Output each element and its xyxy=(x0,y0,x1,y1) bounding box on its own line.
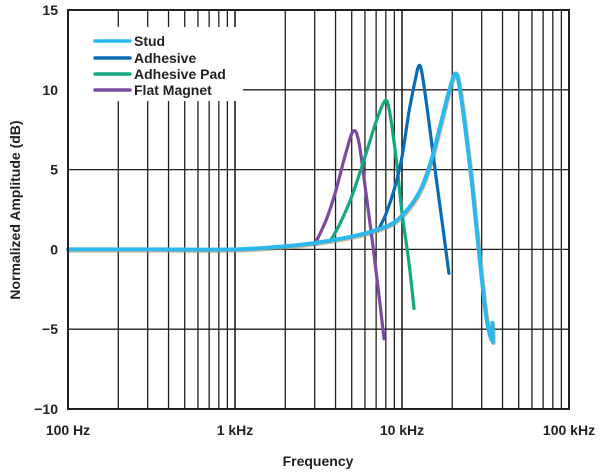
legend-item-adhesive-pad: Adhesive Pad xyxy=(93,66,226,82)
legend-item-flat-magnet: Flat Magnet xyxy=(93,82,212,98)
legend-label-adhesive-pad: Adhesive Pad xyxy=(134,66,226,82)
legend-item-adhesive: Adhesive xyxy=(93,50,196,66)
x-axis-tick-labels: 100 Hz 1 kHz 10 kHz 100 kHz xyxy=(46,422,595,438)
series-line-adhesive-pad xyxy=(328,98,416,311)
legend-item-stud: Stud xyxy=(93,33,165,49)
y-tick-label: 0 xyxy=(50,241,58,257)
legend: Stud Adhesive Adhesive Pad Flat Magnet xyxy=(93,33,226,98)
y-tick-label: −5 xyxy=(42,321,58,337)
plot-frame xyxy=(67,9,570,410)
x-axis-title: Frequency xyxy=(283,453,354,469)
series-line-stud xyxy=(66,71,495,344)
series-line-adhesive xyxy=(376,63,451,275)
y-axis-tick-labels: 15 10 5 0 −5 −10 xyxy=(34,2,58,417)
y-tick-label: 15 xyxy=(42,2,58,18)
x-tick-label: 100 kHz xyxy=(543,422,595,438)
data-curves xyxy=(66,63,496,346)
series-shadow-trace xyxy=(66,72,496,346)
y-tick-label: −10 xyxy=(34,401,58,417)
legend-label-flat-magnet: Flat Magnet xyxy=(134,82,212,98)
x-tick-label: 10 kHz xyxy=(380,422,424,438)
x-tick-label: 1 kHz xyxy=(217,422,254,438)
x-tick-label: 100 Hz xyxy=(46,422,90,438)
series-line-flat-magnet xyxy=(313,129,386,341)
legend-label-stud: Stud xyxy=(134,33,165,49)
y-axis-title: Normalized Amplitude (dB) xyxy=(7,120,23,299)
y-tick-label: 5 xyxy=(50,162,58,178)
y-tick-label: 10 xyxy=(42,82,58,98)
legend-label-adhesive: Adhesive xyxy=(134,50,196,66)
